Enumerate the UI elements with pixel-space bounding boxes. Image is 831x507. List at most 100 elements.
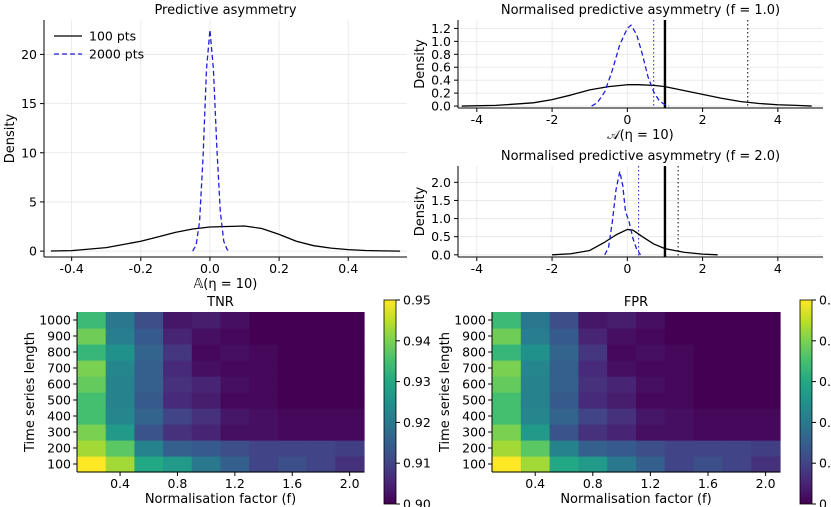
heatmap-cell <box>77 344 107 361</box>
x-axis-label: 𝔸(η = 10) <box>194 277 258 292</box>
heatmap-cell <box>722 456 752 473</box>
heatmap-cell <box>693 376 723 393</box>
y-tick-label: 1000 <box>454 313 486 328</box>
x-tick-label: 0.4 <box>338 261 358 276</box>
x-tick-label: 4 <box>774 261 782 276</box>
x-tick-label: 0.8 <box>168 476 188 491</box>
x-tick-label: -4 <box>471 112 484 127</box>
x-axis-label: 𝒜(η = 10) <box>607 128 673 143</box>
heatmap-cell <box>751 376 781 393</box>
y-tick-label: 0.4 <box>431 73 451 88</box>
heatmap-cell <box>77 440 107 457</box>
heatmap-cell <box>105 424 135 441</box>
heatmap-cell <box>664 408 695 425</box>
y-tick-label: 500 <box>462 393 486 408</box>
heatmap-cell <box>549 312 579 329</box>
heatmap-cell <box>134 376 164 393</box>
series-line-2000-pts <box>192 29 230 252</box>
heatmap-cell <box>306 424 336 441</box>
heatmap-cell <box>607 344 637 361</box>
legend-label: 100 pts <box>89 29 136 44</box>
heatmap-cell <box>520 312 551 329</box>
colorbar-tick-label: 0.92 <box>403 415 431 430</box>
heatmap-cell <box>335 312 365 329</box>
heatmap-cell <box>751 360 781 377</box>
y-tick-label: 2.0 <box>431 175 451 190</box>
heatmap-cell <box>492 440 522 457</box>
y-tick-label: 900 <box>47 329 71 344</box>
x-tick-label: -2 <box>546 261 558 276</box>
y-tick-label: 700 <box>462 361 486 376</box>
y-tick-label: 20 <box>21 47 37 62</box>
heatmap-cell <box>520 376 551 393</box>
heatmap-cell <box>636 376 666 393</box>
heatmap-cell <box>220 408 250 425</box>
heatmap-cell <box>77 424 107 441</box>
heatmap-cell <box>335 376 365 393</box>
heatmap-cell <box>306 360 336 377</box>
x-tick-label: 1.6 <box>698 476 718 491</box>
heatmap-cell <box>520 392 551 409</box>
heatmap-cell <box>607 360 637 377</box>
heatmap-cell <box>191 376 222 393</box>
heatmap-cell <box>492 360 522 377</box>
heatmap-cell <box>751 456 781 473</box>
heatmap-cell <box>664 456 695 473</box>
y-tick-label: 700 <box>47 361 71 376</box>
heatmap-cell <box>751 440 781 457</box>
heatmap-cell <box>277 312 308 329</box>
heatmap-cell <box>105 360 135 377</box>
y-tick-label: 600 <box>462 377 486 392</box>
y-axis-label: Time series length <box>23 332 38 453</box>
heatmap-cell <box>77 392 107 409</box>
heatmap-cell <box>693 392 723 409</box>
y-tick-label: 600 <box>47 377 71 392</box>
x-tick-label: 0 <box>623 112 631 127</box>
heatmap-cell <box>163 312 193 329</box>
heatmap-cell <box>220 360 250 377</box>
heatmap-cell <box>105 376 135 393</box>
x-tick-label: 2.0 <box>756 476 776 491</box>
x-tick-label: 2 <box>699 112 707 127</box>
heatmap-cell <box>664 392 695 409</box>
heatmap-cell <box>722 360 752 377</box>
heatmap-cell <box>134 360 164 377</box>
heatmap-cell <box>664 344 695 361</box>
colorbar-tick-label: 0.01 <box>819 456 831 471</box>
series-line-100-pts <box>552 228 718 256</box>
heatmap-cell <box>549 360 579 377</box>
heatmap-cell <box>134 424 164 441</box>
heatmap-cell <box>249 440 279 457</box>
y-tick-label: 900 <box>462 329 486 344</box>
heatmap-cell <box>578 344 608 361</box>
heatmap-cell <box>664 424 695 441</box>
chart-norm2: -4 -2 0 2 4 0.0 0.5 1.0 1.5 2.0 Normalised predict… <box>413 149 823 276</box>
chart-title: Normalised predictive asymmetry (f = 2.0… <box>501 149 780 164</box>
heatmap-cell <box>105 392 135 409</box>
heatmap-cell <box>722 408 752 425</box>
heatmap-cell <box>520 440 551 457</box>
heatmap-cell <box>636 456 666 473</box>
heatmap-cell <box>306 328 336 345</box>
y-tick-label: 100 <box>462 457 486 472</box>
heatmap-cell <box>520 408 551 425</box>
x-tick-label: -0.4 <box>59 261 83 276</box>
heatmap-cell <box>492 408 522 425</box>
heatmap-cell <box>492 376 522 393</box>
heatmap-cell <box>693 424 723 441</box>
heatmap-cell <box>751 424 781 441</box>
heatmap-cell <box>163 344 193 361</box>
heatmap-cell <box>520 456 551 473</box>
heatmap-cell <box>607 408 637 425</box>
heatmap-cell <box>220 424 250 441</box>
y-axis-label: Density <box>413 39 428 89</box>
colorbar-tick-label: 0.00 <box>819 497 831 507</box>
heatmap-cell <box>163 456 193 473</box>
heatmap-cell <box>607 424 637 441</box>
y-tick-label: 1.0 <box>431 34 451 49</box>
y-tick-label: 0.6 <box>431 60 451 75</box>
heatmap-cell <box>77 456 107 473</box>
y-axis-label: Time series length <box>438 332 453 453</box>
heatmap-cell <box>335 424 365 441</box>
chart-title: Predictive asymmetry <box>154 3 296 18</box>
